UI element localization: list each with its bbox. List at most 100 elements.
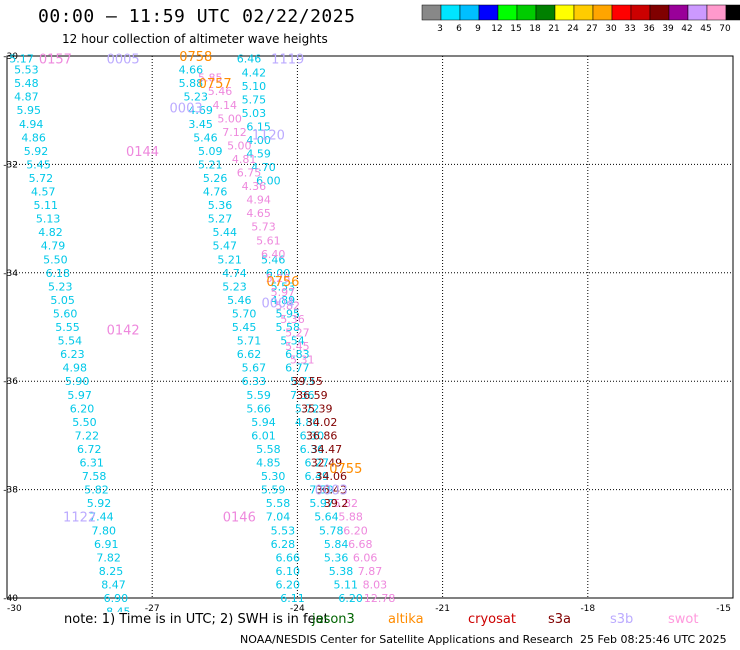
- y-tick-label: -40: [3, 594, 18, 604]
- wave-height-value: 6.91: [94, 538, 119, 551]
- page-title: 00:00 – 11:59 UTC 02/22/2025: [38, 6, 356, 27]
- color-scale-label: 15: [510, 24, 521, 34]
- wave-height-value: 8.03: [363, 578, 388, 591]
- wave-height-value: 3.45: [188, 118, 213, 131]
- wave-height-value: 34.06: [316, 470, 348, 483]
- wave-height-value: 5.30: [261, 470, 286, 483]
- wave-height-value: 7.44: [89, 511, 114, 524]
- wave-height-value: 5.55: [55, 321, 80, 334]
- wave-height-value: 4.65: [246, 207, 271, 220]
- page-subtitle: 12 hour collection of altimeter wave hei…: [62, 32, 328, 46]
- wave-height-value: 6.10: [275, 565, 300, 578]
- wave-height-value: 6.00: [256, 175, 281, 188]
- footer-credit: NOAA/NESDIS Center for Satellite Applica…: [240, 633, 574, 646]
- wave-height-value: 6.83: [285, 348, 310, 361]
- wave-height-value: 6.72: [77, 443, 102, 456]
- satellite-legend-item: s3b: [610, 612, 634, 627]
- wave-height-value: 5.44: [213, 226, 238, 239]
- wave-height-value: 4.94: [19, 118, 44, 131]
- color-scale-label: 39: [662, 24, 674, 34]
- pass-time-label: 0144: [126, 145, 159, 160]
- wave-height-value: 6.90: [104, 592, 129, 605]
- wave-height-value: 4.14: [213, 99, 238, 112]
- wave-height-value: 4.89: [271, 294, 296, 307]
- wave-height-value: 5.64: [314, 511, 339, 524]
- wave-height-value: 5.46: [261, 253, 286, 266]
- wave-height-value: 34.02: [306, 416, 338, 429]
- wave-height-value: 7.82: [96, 551, 121, 564]
- wave-height-value: 5.11: [334, 578, 359, 591]
- wave-height-value: 4.80: [295, 416, 320, 429]
- wave-height-value: 6.36: [300, 443, 325, 456]
- pass-time-label: 0004: [261, 297, 294, 312]
- wave-height-value: 5.59: [246, 389, 271, 402]
- wave-height-value: 5.00: [217, 112, 242, 125]
- wave-height-value: 4.87: [14, 91, 39, 104]
- wave-height-value: 12.78: [364, 592, 396, 605]
- wave-height-value: 5.27: [285, 326, 310, 339]
- wave-height-value: 5.46: [208, 85, 233, 98]
- wave-height-value: 6.18: [46, 267, 71, 280]
- wave-height-value: 7.58: [82, 470, 107, 483]
- satellite-legend-item: cryosat: [468, 612, 516, 627]
- wave-height-value: 5.45: [26, 158, 51, 171]
- wave-height-value: 5.11: [33, 199, 58, 212]
- wave-height-value: 32.49: [311, 457, 343, 470]
- wave-height-value: 4.94: [246, 194, 271, 207]
- x-tick-label: -18: [580, 604, 595, 612]
- wave-height-value: 4.42: [242, 66, 267, 79]
- wave-height-value: 6.20: [338, 592, 363, 605]
- wave-height-value: 6.20: [70, 402, 95, 415]
- series-group: 39.5536.5935.3934.0236.8634.4732.4934.06…: [291, 375, 348, 510]
- color-swatch: [725, 4, 740, 21]
- wave-height-value: 5.73: [290, 375, 315, 388]
- wave-height-value: 7.04: [266, 511, 291, 524]
- wave-height-value: 5.50: [72, 416, 97, 429]
- wave-height-value: 4.59: [246, 148, 271, 161]
- wave-height-value: 36.43: [316, 484, 348, 497]
- wave-height-value: 5.88: [338, 511, 363, 524]
- y-tick-label: -32: [3, 160, 18, 170]
- wave-height-value: 5.72: [29, 172, 54, 185]
- wave-height-value: 7.80: [92, 524, 117, 537]
- wave-height-value: 5.00: [227, 139, 252, 152]
- x-tick-label: -27: [145, 604, 160, 612]
- series-group: 5.175.535.484.875.954.944.865.925.455.72…: [9, 53, 130, 612]
- wave-height-value: 6.33: [242, 375, 267, 388]
- wave-height-value: 5.38: [329, 565, 354, 578]
- wave-height-value: 5.09: [198, 145, 223, 158]
- plot-frame: [6, 55, 734, 599]
- wave-height-value: 6.27: [305, 457, 330, 470]
- wave-height-value: 5.26: [266, 272, 291, 285]
- wave-height-value: 5.58: [266, 497, 291, 510]
- satellite-legend-item: swot: [668, 612, 699, 627]
- pass-time-label: 0146: [223, 511, 256, 526]
- wave-height-value: 7.22: [75, 429, 100, 442]
- pass-time-label: 0757: [199, 77, 232, 92]
- wave-height-value: 6.00: [266, 267, 291, 280]
- wave-height-value: 6.20: [343, 524, 368, 537]
- wave-height-value: 6.68: [348, 538, 373, 551]
- wave-height-value: 5.88: [179, 77, 204, 90]
- wave-height-value: 5.05: [50, 294, 75, 307]
- wave-height-value: 39.2: [324, 497, 349, 510]
- wave-height-value: 4.79: [41, 240, 66, 253]
- wave-height-value: 5.92: [24, 145, 49, 158]
- x-tick-label: -21: [435, 604, 450, 612]
- wave-height-value: 5.03: [242, 107, 267, 120]
- wave-height-value: 4.36: [242, 180, 267, 193]
- wave-height-value: 4.82: [38, 226, 63, 239]
- wave-height-value: 5.36: [324, 551, 349, 564]
- wave-height-value: 5.21: [217, 253, 242, 266]
- wave-height-value: 4.85: [256, 457, 281, 470]
- wave-height-value: 5.36: [208, 199, 233, 212]
- wave-height-value: 5.21: [198, 158, 223, 171]
- wave-height-value: 5.54: [58, 335, 83, 348]
- wave-height-value: 5.84: [324, 538, 349, 551]
- satellite-legend-item: s3a: [548, 612, 572, 627]
- wave-height-value: 6.75: [237, 167, 262, 180]
- color-scale-label: 36: [643, 24, 655, 34]
- pass-time-label: 1122: [63, 511, 96, 526]
- wave-height-value: 6.31: [79, 457, 104, 470]
- color-scale-label: 30: [605, 24, 617, 34]
